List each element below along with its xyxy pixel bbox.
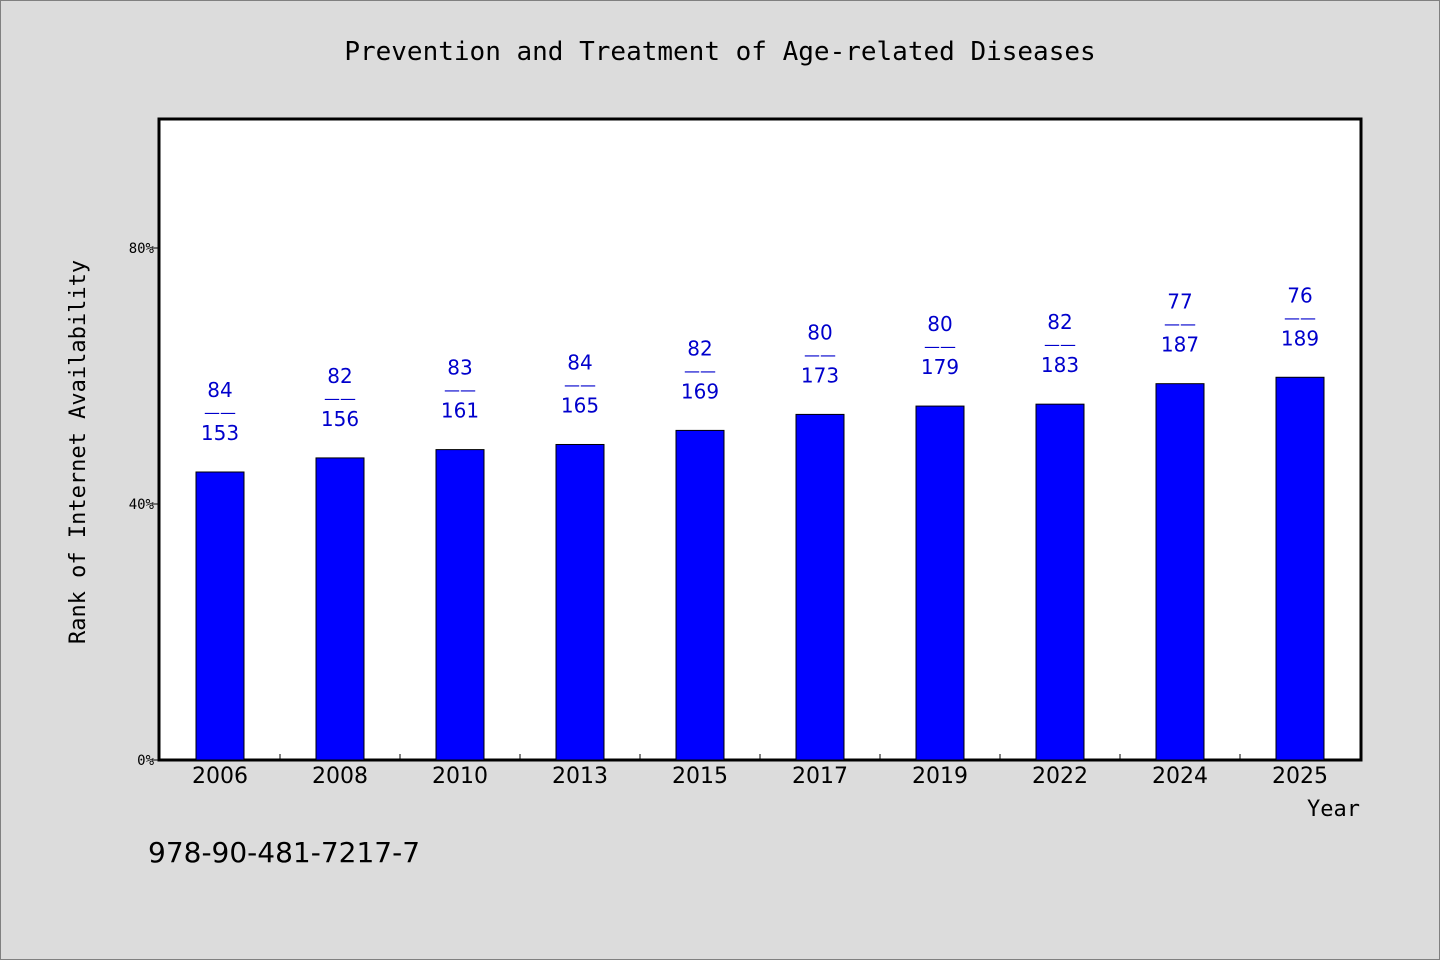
x-axis-label: Year <box>1307 797 1360 822</box>
x-tick-label: 2015 <box>672 764 728 789</box>
bar <box>1035 403 1085 761</box>
x-tick-label: 2006 <box>192 764 248 789</box>
bar-label-numerator: 77 <box>1167 290 1192 314</box>
bar-labels-group: 84——15382——15683——16184——16582——16980——1… <box>201 283 1319 445</box>
bar <box>315 457 365 761</box>
y-axis-label: Rank of Internet Availability <box>66 260 91 644</box>
y-tick-label: 0% <box>137 753 154 769</box>
bar-label-denominator: 187 <box>1161 333 1199 357</box>
x-tick-label: 2025 <box>1272 764 1328 789</box>
bar-label-denominator: 189 <box>1281 326 1319 350</box>
x-tick-label: 2013 <box>552 764 608 789</box>
y-tick-label: 80% <box>129 241 155 257</box>
bar-label-separator: —— <box>204 403 236 422</box>
x-tick-label: 2024 <box>1152 764 1208 789</box>
bar-label-numerator: 84 <box>567 350 592 374</box>
bar-label-separator: —— <box>1044 335 1076 354</box>
bar <box>795 413 845 761</box>
x-tick-label: 2022 <box>1032 764 1088 789</box>
bar-label-separator: —— <box>564 375 596 394</box>
bar-label-numerator: 83 <box>447 356 472 380</box>
bar-label-denominator: 161 <box>441 399 479 423</box>
bar-label-denominator: 173 <box>801 363 839 387</box>
bar-label-denominator: 179 <box>921 355 959 379</box>
x-tick-label: 2008 <box>312 764 368 789</box>
x-tick-label: 2019 <box>912 764 968 789</box>
bar-label-numerator: 76 <box>1287 283 1312 307</box>
bar-label-denominator: 153 <box>201 421 239 445</box>
y-axis: 0% 40% 80% <box>129 241 160 769</box>
bar-label-denominator: 165 <box>561 393 599 417</box>
x-axis: 2006 2008 2010 2013 2015 2017 2019 2022 2024 2025 <box>192 754 1328 789</box>
bar <box>1275 376 1325 761</box>
bar-label-numerator: 82 <box>687 336 712 360</box>
bar <box>435 449 485 761</box>
bar <box>555 443 605 761</box>
isbn-text: 978-90-481-7217-7 <box>148 836 420 869</box>
bar-label-numerator: 82 <box>327 364 352 388</box>
chart-title: Prevention and Treatment of Age-related … <box>344 37 1095 67</box>
bar-label-numerator: 80 <box>807 320 832 344</box>
bar-label-denominator: 183 <box>1041 353 1079 377</box>
bar-label-denominator: 156 <box>321 407 359 431</box>
x-tick-label: 2010 <box>432 764 488 789</box>
bar-label-separator: —— <box>1284 308 1316 327</box>
bar-label-separator: —— <box>804 345 836 364</box>
bar-label-denominator: 169 <box>681 379 719 403</box>
bar-label-separator: —— <box>1164 315 1196 334</box>
x-tick-label: 2017 <box>792 764 848 789</box>
bar-label-separator: —— <box>684 361 716 380</box>
bars-group <box>195 376 1325 761</box>
bar <box>915 405 965 761</box>
bar-label-numerator: 80 <box>927 312 952 336</box>
bar-label-numerator: 82 <box>1047 310 1072 334</box>
bar-label-separator: —— <box>444 381 476 400</box>
bar-label-separator: —— <box>924 337 956 356</box>
bar <box>1155 383 1205 761</box>
bar <box>675 429 725 761</box>
y-tick-label: 40% <box>129 497 155 513</box>
bar <box>195 471 245 761</box>
bar-label-numerator: 84 <box>207 378 232 402</box>
bar-label-separator: —— <box>324 389 356 408</box>
